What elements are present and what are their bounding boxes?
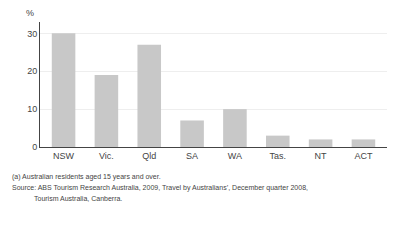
svg-text:0: 0	[32, 142, 37, 152]
svg-text:Tas.: Tas.	[270, 151, 287, 161]
svg-text:ACT: ACT	[354, 151, 373, 161]
svg-text:NSW: NSW	[53, 151, 75, 161]
svg-text:(a) Australian residents aged: (a) Australian residents aged 15 years a…	[12, 173, 161, 181]
svg-text:%: %	[26, 8, 34, 18]
svg-text:NT: NT	[315, 151, 327, 161]
svg-text:WA: WA	[228, 151, 242, 161]
svg-text:20: 20	[27, 66, 37, 76]
svg-text:10: 10	[27, 104, 37, 114]
svg-text:Tourism Australia, Canberra.: Tourism Australia, Canberra.	[34, 195, 122, 202]
svg-text:SA: SA	[186, 151, 198, 161]
svg-text:Vic.: Vic.	[99, 151, 114, 161]
svg-text:Source: ABS Tourism Research A: Source: ABS Tourism Research Australia, …	[12, 184, 308, 192]
svg-text:30: 30	[27, 29, 37, 39]
svg-text:Qld: Qld	[142, 151, 156, 161]
